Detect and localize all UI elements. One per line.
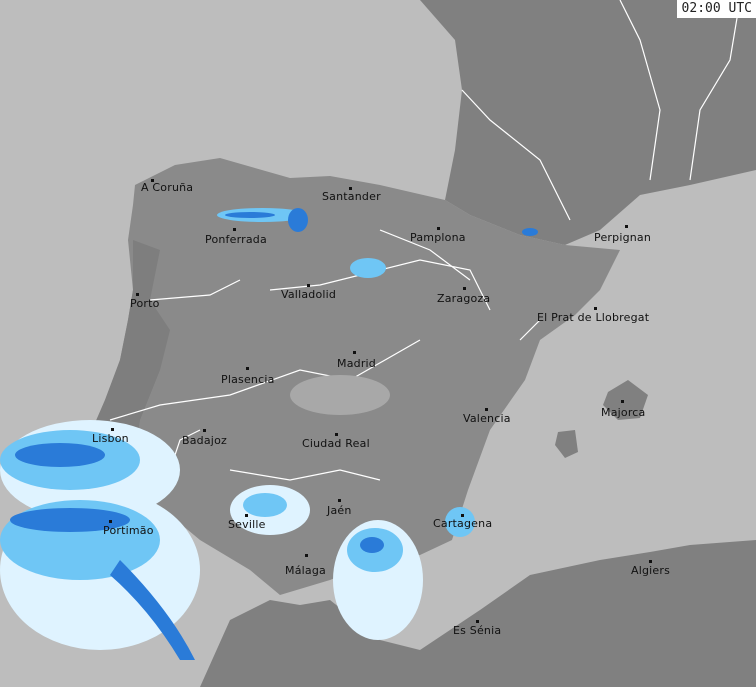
city-dot [437,227,440,230]
city-dot [203,429,206,432]
city-label[interactable]: Majorca [601,406,646,419]
city-dot [463,287,466,290]
city-dot [233,228,236,231]
city-label[interactable]: Cartagena [433,517,493,530]
land-majorca [603,380,648,420]
timestamp-label: 02:00 UTC [676,0,756,18]
city-label[interactable]: Jaén [327,504,352,517]
city-dot [621,400,624,403]
city-label[interactable]: Valladolid [281,288,337,301]
city-label[interactable]: Pamplona [410,231,466,244]
city-dot [625,225,628,228]
city-dot [649,560,652,563]
city-label[interactable]: Algiers [631,564,671,577]
city-dot [485,408,488,411]
city-label[interactable]: Perpignan [594,231,652,244]
land-africa [200,540,756,687]
city-label[interactable]: Ponferrada [205,233,267,246]
city-dot [111,428,114,431]
city-label[interactable]: Badajoz [182,434,227,447]
land-france [420,0,756,245]
city-label[interactable]: Porto [130,297,160,310]
city-label[interactable]: Lisbon [92,432,129,445]
city-label[interactable]: Santander [322,190,381,203]
city-dot [353,351,356,354]
land-ibiza [555,430,578,458]
city-label[interactable]: El Prat de Llobregat [537,311,650,324]
city-dot [338,499,341,502]
city-dot [594,307,597,310]
city-label[interactable]: Valencia [463,412,511,425]
city-dot [151,179,154,182]
city-dot [109,520,112,523]
city-label[interactable]: Zaragoza [437,292,491,305]
city-label[interactable]: Málaga [285,564,326,577]
city-dot [246,367,249,370]
city-dot [305,554,308,557]
city-label[interactable]: Seville [228,518,266,531]
city-label[interactable]: A Coruña [141,181,194,194]
city-dot [461,514,464,517]
city-label[interactable]: Madrid [337,357,376,370]
city-dot [335,433,338,436]
city-dot [476,620,479,623]
city-label[interactable]: Plasencia [221,373,275,386]
city-label[interactable]: Es Sénia [453,624,502,637]
city-dot [349,187,352,190]
precipitation-echoes [0,208,538,660]
city-dot [307,284,310,287]
city-label[interactable]: Portimão [103,524,154,537]
city-dot [136,293,139,296]
city-label[interactable]: Ciudad Real [302,437,370,450]
city-dot [245,514,248,517]
